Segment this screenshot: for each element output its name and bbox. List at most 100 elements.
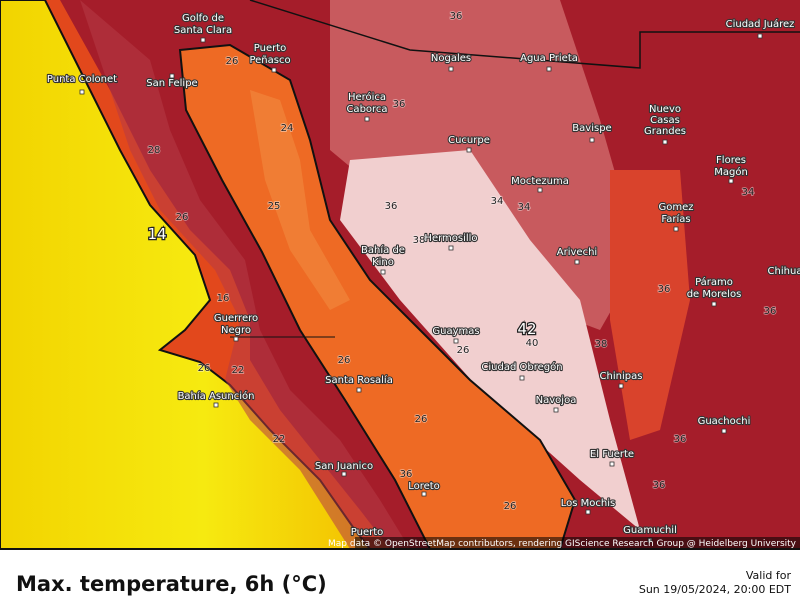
contour-label: 36 [653, 480, 666, 491]
warm-strip [610, 170, 690, 440]
attribution: Map data © OpenStreetMap contributors, r… [328, 539, 797, 549]
valid-label: Valid for [745, 569, 791, 582]
city-dot [673, 226, 679, 232]
contour-label: 26 [457, 345, 470, 356]
place-label: Puerto [254, 43, 287, 54]
contour-label: 36 [658, 284, 671, 295]
contour-label: 28 [148, 145, 161, 156]
city-dot [341, 471, 347, 477]
place-label: Grandes [644, 126, 686, 137]
place-label: Peñasco [249, 55, 290, 66]
contour-label: 36 [764, 306, 777, 317]
place-label: Bahía Asunción [178, 390, 255, 402]
place-label: Cucurpe [448, 135, 490, 146]
place-label: Negro [221, 325, 251, 336]
contour-label: 38 [595, 339, 608, 350]
city-dot [585, 509, 591, 515]
extreme-label: 14 [147, 225, 166, 243]
contour-label: 25 [268, 201, 281, 212]
city-dot [271, 67, 277, 73]
place-label: Caborca [346, 104, 387, 115]
place-label: Guachochi [698, 416, 751, 427]
city-dot [757, 33, 763, 39]
contour-label: 26 [176, 212, 189, 223]
city-dot [609, 461, 615, 467]
city-dot [466, 147, 472, 153]
city-dot [453, 338, 459, 344]
place-label: Puerto [351, 527, 384, 538]
place-label: Flores [716, 155, 746, 166]
city-dot [356, 387, 362, 393]
city-dot [200, 37, 206, 43]
place-label: El Fuerte [590, 449, 634, 460]
contour-label: 26 [198, 363, 211, 374]
city-dot [721, 428, 727, 434]
city-dot [448, 245, 454, 251]
valid-time: Sun 19/05/2024, 20:00 EDT [638, 583, 791, 596]
place-label: Casas [650, 115, 680, 126]
place-label: Ciudad Juárez [726, 18, 795, 30]
contour-label: 34 [491, 196, 504, 207]
place-label: Farías [661, 213, 690, 225]
contour-label: 22 [273, 434, 286, 445]
city-dot [448, 66, 454, 72]
place-label: Chinipas [600, 371, 643, 382]
place-label: Santa Clara [174, 25, 232, 36]
contour-label: 24 [281, 123, 294, 134]
city-dot [728, 178, 734, 184]
place-label: Guerrero [214, 313, 258, 324]
place-label: Kino [372, 257, 394, 268]
city-dot [537, 187, 543, 193]
city-dot [364, 116, 370, 122]
place-label: Hermosillo [424, 233, 477, 244]
city-dot [589, 137, 595, 143]
contour-label: 22 [232, 365, 245, 376]
footer-title: Max. temperature, 6h (°C) [16, 572, 327, 596]
sonora-plain [340, 150, 640, 530]
place-label: Navojoa [536, 395, 577, 406]
place-label: Los Mochis [561, 498, 615, 509]
contour-label: 36 [450, 11, 463, 22]
place-label: San Juanico [315, 461, 373, 472]
extreme-label: 42 [517, 320, 536, 338]
place-label: de Morelos [687, 289, 742, 300]
place-label: Guaymas [432, 326, 479, 337]
contour-label: 36 [385, 201, 398, 212]
place-label: Gomez [658, 202, 693, 213]
place-label: Loreto [408, 481, 440, 492]
contour-label: 34 [518, 202, 531, 213]
city-dot [546, 66, 552, 72]
contour-label: 36 [674, 434, 687, 445]
contour-label: 36 [400, 469, 413, 480]
city-dot [553, 407, 559, 413]
city-dot [380, 269, 386, 275]
city-dot [662, 139, 668, 145]
place-label: Heróica [348, 91, 386, 103]
contour-label: 16 [217, 293, 230, 304]
baja [80, 0, 410, 549]
contour-label: 26 [504, 501, 517, 512]
place-label: Agua Prieta [520, 53, 578, 64]
place-label: Golfo de [182, 13, 224, 24]
place-label: Bavispe [572, 123, 611, 134]
place-label: Guamuchil [623, 525, 677, 536]
place-label: Chihua [768, 266, 800, 277]
border [249, 0, 800, 69]
contour-label: 34 [742, 187, 755, 198]
city-dot [233, 336, 239, 342]
sonora-mid [330, 0, 640, 330]
contour-label: 26 [338, 355, 351, 366]
city-dot [711, 301, 717, 307]
divider [0, 548, 800, 550]
place-label: Ciudad Obregón [481, 361, 562, 373]
place-label: Nogales [431, 53, 471, 64]
contour-label: 38 [413, 235, 426, 246]
place-label: Arivechi [557, 247, 597, 258]
city-dot [213, 402, 219, 408]
contour-label: 36 [393, 99, 406, 110]
city-dot [618, 383, 624, 389]
place-label: Bahía de [361, 244, 405, 256]
